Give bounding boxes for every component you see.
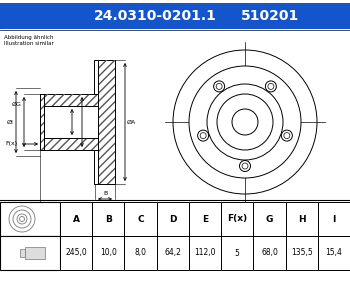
Circle shape [216,83,222,89]
Bar [253,236,286,270]
Text: 15,4: 15,4 [326,248,342,257]
Bar [221,202,253,236]
Bar [0,236,60,270]
Text: 135,5: 135,5 [291,248,313,257]
Circle shape [242,163,248,169]
Circle shape [232,109,258,135]
Text: ØE: ØE [68,113,76,119]
Text: C (MTH): C (MTH) [105,205,130,209]
Text: B: B [103,191,107,196]
Circle shape [9,206,35,232]
Bar [253,202,286,236]
Circle shape [265,81,276,92]
Text: D: D [169,214,176,224]
Bar [92,202,125,236]
Circle shape [217,94,273,150]
Text: ØI: ØI [7,119,14,124]
Bar [125,236,157,270]
Bar [25,247,45,259]
Bar [95,60,115,184]
Text: 24.0310-0201.1: 24.0310-0201.1 [93,9,216,23]
Bar [221,236,253,270]
Bar [286,236,318,270]
Text: 68,0: 68,0 [261,248,278,257]
Text: B: B [105,214,112,224]
Circle shape [239,160,251,172]
Circle shape [268,83,274,89]
Text: F(x): F(x) [5,142,17,146]
Bar [20,249,25,257]
Bar [125,202,157,236]
Text: ØG: ØG [12,101,22,106]
Text: 112,0: 112,0 [194,248,216,257]
Text: ØA: ØA [127,119,136,124]
Text: Illustration similar: Illustration similar [4,41,54,46]
Circle shape [173,50,317,194]
Bar [60,236,92,270]
Text: I: I [332,214,336,224]
Text: 510201: 510201 [241,9,299,23]
Circle shape [189,66,301,178]
Bar [0,202,60,236]
Bar [0,3,350,29]
Circle shape [281,130,292,141]
Bar [286,202,318,236]
Text: 5: 5 [235,248,240,257]
Circle shape [284,133,290,139]
Text: E: E [202,214,208,224]
Circle shape [17,214,27,224]
Text: 245,0: 245,0 [65,248,87,257]
Text: 10,0: 10,0 [100,248,117,257]
Text: Abbildung ähnlich: Abbildung ähnlich [4,35,54,40]
Bar [318,202,350,236]
Bar [40,94,98,150]
Bar [189,236,221,270]
Bar [60,202,92,236]
Text: G: G [266,214,273,224]
Circle shape [200,133,206,139]
Bar [94,150,98,184]
Text: C: C [137,214,144,224]
Bar [157,236,189,270]
Bar [189,202,221,236]
Text: ØH: ØH [77,101,87,106]
Text: H: H [298,214,306,224]
Text: D: D [42,207,47,212]
Text: 64,2: 64,2 [164,248,181,257]
Circle shape [207,84,283,160]
Bar [157,202,189,236]
Bar [44,106,98,138]
Text: 8,0: 8,0 [134,248,147,257]
Circle shape [13,210,31,228]
Text: A: A [72,214,79,224]
Circle shape [214,81,225,92]
Bar [318,236,350,270]
Bar [40,94,98,150]
Circle shape [20,217,25,221]
Bar [95,60,115,184]
Text: F(x): F(x) [227,214,247,224]
Bar [92,236,125,270]
Circle shape [198,130,209,141]
Bar [94,60,98,94]
